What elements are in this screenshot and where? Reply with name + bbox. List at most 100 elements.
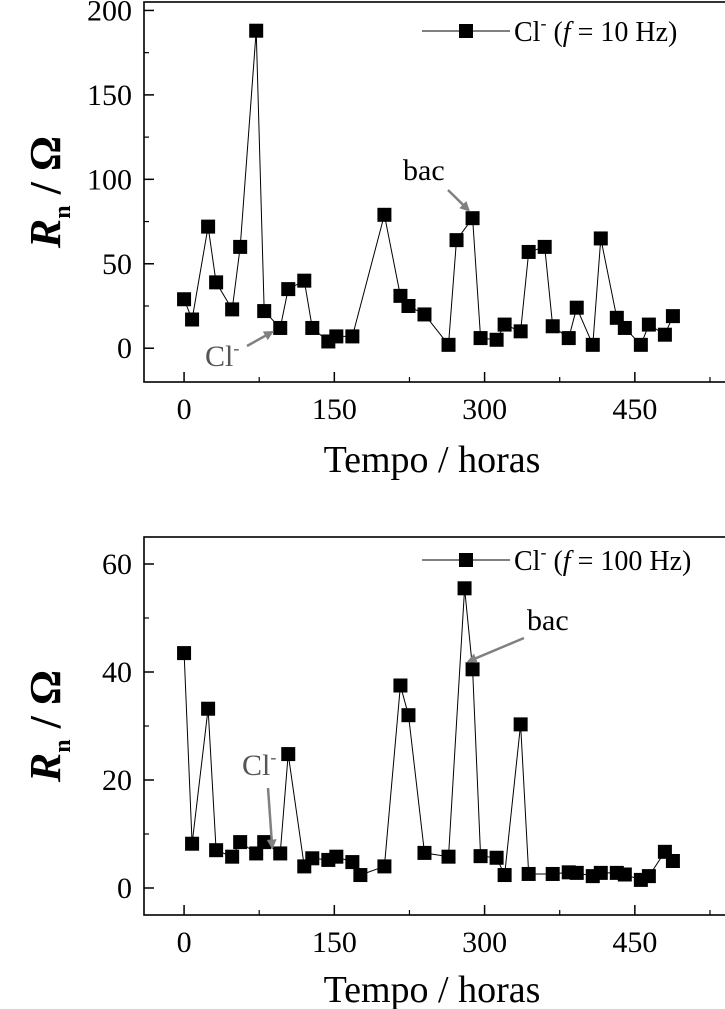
data-point bbox=[569, 300, 584, 315]
data-point bbox=[513, 324, 528, 339]
annotation-bac-arrow bbox=[466, 636, 525, 663]
data-point bbox=[329, 849, 344, 864]
data-point bbox=[273, 320, 288, 335]
y-tick-label: 150 bbox=[87, 79, 132, 112]
data-point bbox=[473, 849, 488, 864]
data-point bbox=[521, 866, 536, 881]
annotation-bac-arrow bbox=[447, 189, 470, 212]
data-point bbox=[401, 299, 416, 313]
data-point bbox=[593, 231, 608, 246]
data-point bbox=[305, 851, 320, 866]
annotation-chloride-label: Cl- bbox=[205, 338, 239, 373]
data-point bbox=[177, 292, 192, 307]
data-point bbox=[449, 233, 464, 248]
x-tick-label: 450 bbox=[612, 393, 657, 426]
legend-marker bbox=[459, 553, 473, 567]
y-tick-label: 100 bbox=[87, 163, 132, 196]
data-point bbox=[273, 846, 288, 861]
annotation-chloride-label: Cl- bbox=[242, 747, 276, 782]
data-point bbox=[513, 717, 528, 732]
data-point bbox=[393, 678, 408, 693]
data-point bbox=[297, 273, 312, 288]
data-point bbox=[657, 327, 672, 342]
data-point bbox=[441, 849, 456, 864]
data-point bbox=[225, 849, 240, 864]
y-tick-label: 200 bbox=[87, 0, 132, 27]
data-point bbox=[233, 835, 248, 850]
series-points bbox=[177, 581, 680, 887]
data-point bbox=[353, 868, 368, 883]
data-point bbox=[201, 219, 216, 234]
data-point bbox=[665, 309, 680, 324]
x-tick-label: 300 bbox=[462, 393, 507, 426]
data-point bbox=[545, 319, 560, 334]
data-point bbox=[497, 868, 512, 883]
x-tick-label: 0 bbox=[177, 393, 192, 426]
y-tick-label: 0 bbox=[117, 872, 132, 905]
annotation-bac-label: bac bbox=[403, 154, 445, 187]
data-point bbox=[641, 869, 656, 884]
x-axis-title: Tempo / horas bbox=[324, 439, 541, 481]
data-point bbox=[497, 317, 512, 332]
data-point bbox=[473, 331, 488, 346]
data-point bbox=[417, 307, 432, 322]
data-point bbox=[465, 211, 480, 226]
annotation-chloride: Cl- bbox=[205, 330, 274, 373]
plot-frame bbox=[143, 1, 725, 383]
chart-panel-10hz: 0 150 300 450 0 50 100 150 200 Cl- (f = 10 Hz) b… bbox=[21, 0, 725, 481]
x-tick-label: 300 bbox=[462, 926, 507, 959]
data-point bbox=[617, 320, 632, 335]
data-point bbox=[489, 332, 504, 347]
series-line bbox=[183, 30, 674, 347]
data-point bbox=[345, 855, 360, 870]
data-point bbox=[441, 337, 456, 352]
data-point bbox=[185, 312, 200, 327]
legend-label: Cl- (f = 100 Hz) bbox=[514, 542, 691, 577]
y-tick-label: 40 bbox=[102, 656, 132, 689]
legend: Cl- (f = 10 Hz) bbox=[422, 13, 677, 48]
annotation-chloride-arrow bbox=[266, 787, 277, 850]
data-point bbox=[417, 845, 432, 860]
legend: Cl- (f = 100 Hz) bbox=[422, 542, 691, 577]
chart-panel-100hz: 0 150 300 450 0 20 40 60 Cl- (f = 100 Hz) bac C… bbox=[21, 536, 725, 1009]
legend-label: Cl- (f = 10 Hz) bbox=[514, 13, 677, 48]
annotation-bac: bac bbox=[403, 154, 470, 212]
y-tick-label: 0 bbox=[117, 332, 132, 365]
x-tick-label: 150 bbox=[312, 926, 357, 959]
data-point bbox=[521, 244, 536, 259]
data-point bbox=[177, 646, 192, 661]
data-point bbox=[257, 304, 272, 319]
data-point bbox=[593, 865, 608, 880]
data-point bbox=[665, 854, 680, 868]
axis-tick-labels: 0 150 300 450 0 50 100 150 200 bbox=[87, 0, 657, 426]
x-tick-label: 450 bbox=[612, 926, 657, 959]
data-point bbox=[569, 865, 584, 880]
data-point bbox=[537, 239, 552, 254]
data-point bbox=[377, 859, 392, 874]
series-points bbox=[177, 23, 680, 352]
legend-marker bbox=[459, 24, 473, 38]
data-point bbox=[281, 282, 296, 297]
data-point bbox=[641, 317, 656, 332]
data-point bbox=[345, 329, 360, 344]
y-axis-title: Rn / Ω bbox=[21, 670, 76, 783]
data-point bbox=[257, 835, 272, 850]
x-tick-label: 150 bbox=[312, 393, 357, 426]
axis-tick-labels: 0 150 300 450 0 20 40 60 bbox=[102, 548, 657, 959]
annotation-bac: bac bbox=[466, 604, 569, 663]
data-point bbox=[545, 866, 560, 881]
data-point bbox=[225, 302, 240, 317]
data-point bbox=[489, 850, 504, 865]
axis-ticks bbox=[144, 563, 711, 915]
data-point bbox=[585, 337, 600, 352]
data-point bbox=[209, 843, 224, 858]
data-point bbox=[281, 747, 296, 762]
y-tick-label: 60 bbox=[102, 548, 132, 581]
data-point bbox=[201, 701, 216, 716]
data-point bbox=[233, 239, 248, 254]
x-axis-title: Tempo / horas bbox=[324, 969, 541, 1009]
data-point bbox=[377, 207, 392, 222]
annotation-chloride: Cl- bbox=[242, 747, 277, 850]
data-point bbox=[401, 708, 416, 723]
